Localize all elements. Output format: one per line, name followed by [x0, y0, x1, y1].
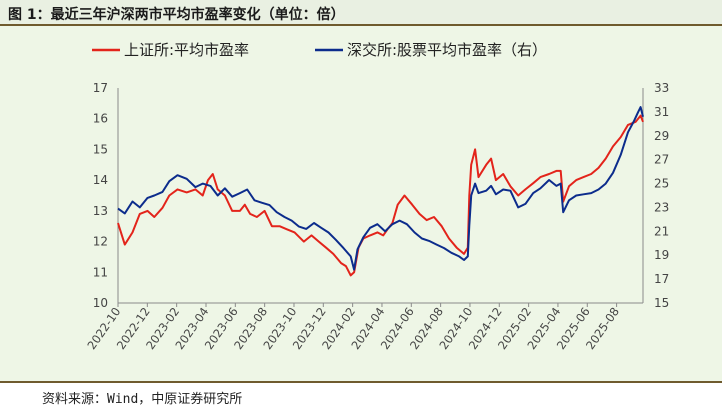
right-tick-label: 25	[654, 177, 669, 191]
right-tick-label: 33	[654, 81, 669, 95]
chart-axes: 1011121314151617151719212325272931332022…	[84, 81, 669, 352]
footer: 资料来源：Wind，中原证券研究所	[0, 381, 722, 410]
title-bar: 图 1：最近三年沪深两市平均市盈率变化（单位：倍）	[0, 0, 722, 26]
szse-pe-line	[117, 106, 644, 271]
left-tick-label: 16	[93, 112, 108, 126]
left-tick-label: 10	[93, 296, 108, 310]
figure-title: 图 1：最近三年沪深两市平均市盈率变化（单位：倍）	[8, 7, 345, 23]
plot-background	[0, 26, 722, 381]
right-tick-label: 21	[654, 224, 669, 238]
right-tick-label: 29	[654, 129, 669, 143]
right-tick-label: 23	[654, 200, 669, 214]
left-tick-label: 17	[93, 81, 108, 95]
left-tick-label: 14	[93, 173, 108, 187]
legend-label-sse: 上证所:平均市盈率	[124, 41, 249, 59]
right-tick-label: 15	[654, 296, 669, 310]
sse-pe-line	[117, 114, 644, 277]
left-tick-label: 12	[93, 235, 108, 249]
left-tick-label: 13	[93, 204, 108, 218]
source-note: 资料来源：Wind，中原证券研究所	[42, 392, 243, 407]
legend: 上证所:平均市盈率 深交所:股票平均市盈率（右）	[92, 41, 547, 59]
pe-ratio-chart: 上证所:平均市盈率 深交所:股票平均市盈率（右） 10 11 12 13 14 15 16 17…	[84, 41, 669, 352]
legend-label-szse: 深交所:股票平均市盈率（右）	[347, 41, 547, 59]
left-tick-label: 15	[93, 142, 108, 156]
right-tick-label: 31	[654, 105, 669, 119]
right-tick-label: 19	[654, 248, 669, 262]
right-tick-label: 27	[654, 153, 669, 167]
chart-lines	[117, 106, 644, 277]
left-tick-label: 11	[93, 265, 108, 279]
right-tick-label: 17	[654, 272, 669, 286]
